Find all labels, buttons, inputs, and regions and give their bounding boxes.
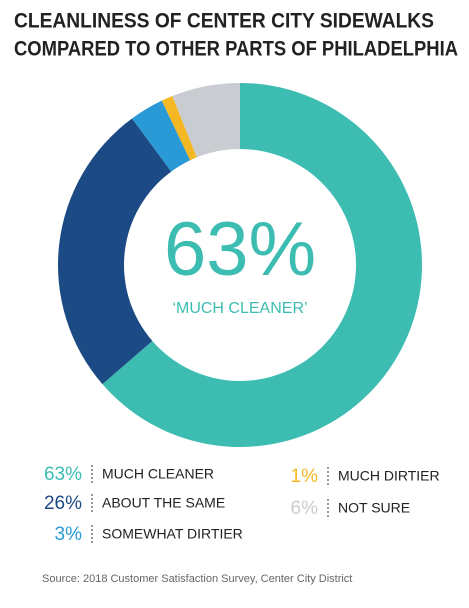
legend-label: NOT SURE bbox=[338, 500, 410, 516]
legend-label: ABOUT THE SAME bbox=[102, 495, 225, 511]
legend-value: 3% bbox=[55, 524, 83, 545]
center-label: ‘MUCH CLEANER’ bbox=[172, 300, 307, 317]
chart-title: COMPARED TO OTHER PARTS OF PHILADELPHIA bbox=[14, 38, 458, 61]
legend-value: 63% bbox=[44, 464, 82, 485]
donut-segment bbox=[172, 83, 240, 158]
donut-segment bbox=[57, 118, 172, 385]
legend-value: 26% bbox=[44, 493, 82, 514]
chart-title: CLEANLINESS OF CENTER CITY SIDEWALKS bbox=[14, 10, 434, 33]
legend-label: MUCH CLEANER bbox=[102, 466, 214, 482]
legend-value: 1% bbox=[291, 466, 319, 487]
legend-label: SOMEWHAT DIRTIER bbox=[102, 526, 243, 542]
legend-label: MUCH DIRTIER bbox=[338, 468, 440, 484]
donut-segment bbox=[132, 100, 191, 172]
center-value: 63% bbox=[164, 207, 316, 292]
legend-value: 6% bbox=[291, 498, 319, 519]
donut-segment bbox=[161, 96, 197, 161]
donut-segment bbox=[102, 83, 422, 447]
source-note: Source: 2018 Customer Satisfaction Surve… bbox=[42, 573, 352, 585]
